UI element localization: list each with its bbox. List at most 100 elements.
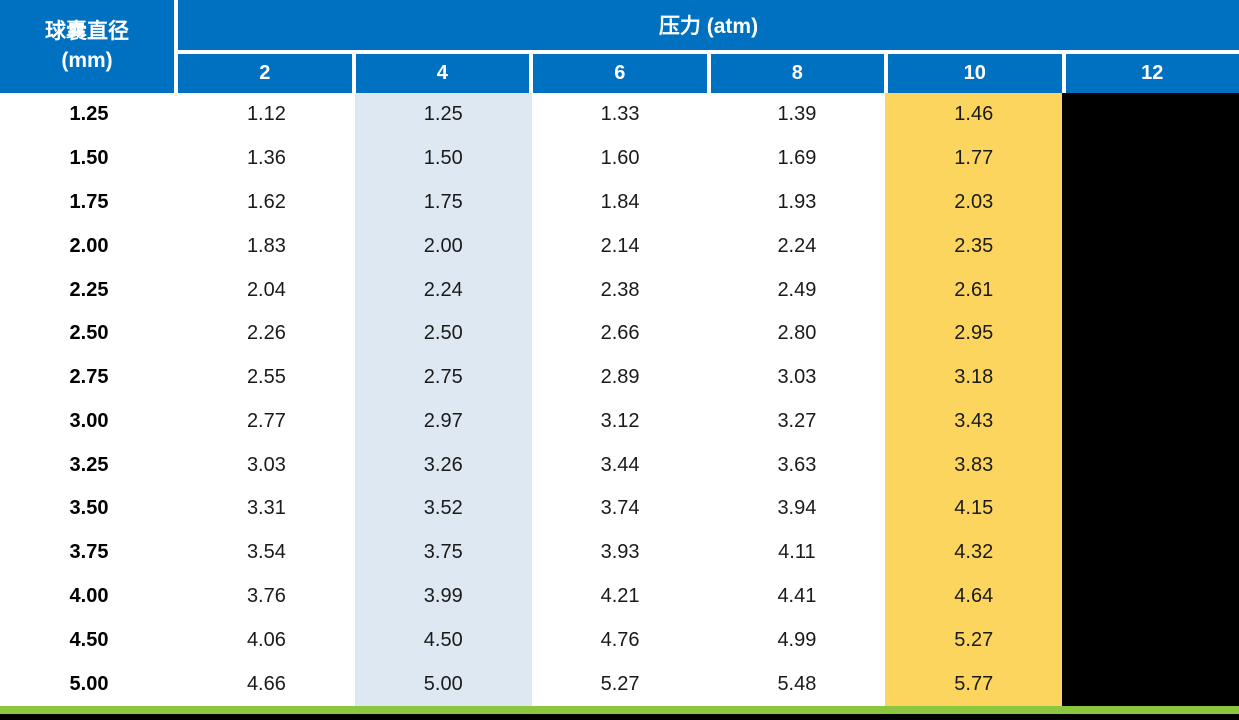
data-cell: 3.99 (354, 574, 532, 619)
data-cell: 3.31 (178, 487, 355, 531)
data-cell: 1.84 (531, 180, 709, 225)
redacted-cell (1062, 530, 1239, 575)
redacted-cell (1062, 180, 1239, 225)
data-cell: 2.35 (885, 224, 1063, 269)
data-cell: 4.76 (531, 618, 709, 663)
redacted-cell (1062, 487, 1239, 531)
data-cell: 3.18 (885, 355, 1063, 400)
pressure-col-header-8: 8 (710, 54, 884, 93)
data-cell: 3.44 (531, 443, 709, 488)
data-cell: 1.83 (178, 224, 355, 269)
data-cell: 3.54 (178, 530, 355, 575)
data-cell: 2.00 (354, 224, 532, 269)
data-cell: 2.04 (178, 268, 355, 312)
row-header-cell: 1.75 (0, 180, 178, 225)
table-row: 2.25 2.04 2.24 2.38 2.49 2.61 (0, 268, 1239, 312)
row-header-cell: 5.00 (0, 662, 178, 706)
data-cell: 4.50 (354, 618, 532, 663)
data-cell: 2.66 (531, 311, 709, 356)
data-cell: 1.50 (354, 136, 532, 181)
data-cell: 1.69 (708, 136, 886, 181)
data-cell: 2.26 (178, 311, 355, 356)
table-row: 3.00 2.77 2.97 3.12 3.27 3.43 (0, 399, 1239, 444)
data-cell: 3.74 (531, 487, 709, 531)
redacted-cell (1062, 311, 1239, 356)
table-row: 3.75 3.54 3.75 3.93 4.11 4.32 (0, 530, 1239, 575)
row-header-cell: 2.75 (0, 355, 178, 400)
table-row: 2.50 2.26 2.50 2.66 2.80 2.95 (0, 311, 1239, 356)
data-cell: 4.99 (708, 618, 886, 663)
pressure-col-header-10: 10 (888, 54, 1062, 93)
redacted-cell (1062, 93, 1239, 137)
row-header-cell: 4.50 (0, 618, 178, 663)
pressure-col-header-6: 6 (533, 54, 707, 93)
data-cell: 1.93 (708, 180, 886, 225)
data-cell: 2.89 (531, 355, 709, 400)
table-row: 5.00 4.66 5.00 5.27 5.48 5.77 (0, 662, 1239, 706)
data-cell: 4.21 (531, 574, 709, 619)
redacted-cell (1062, 399, 1239, 444)
pressure-header-cell: 压力 (atm) (178, 0, 1239, 50)
row-header-cell: 3.75 (0, 530, 178, 575)
data-cell: 3.63 (708, 443, 886, 488)
data-cell: 2.14 (531, 224, 709, 269)
data-cell: 5.77 (885, 662, 1063, 706)
row-header-cell: 4.00 (0, 574, 178, 619)
data-cell: 1.62 (178, 180, 355, 225)
data-cell: 2.03 (885, 180, 1063, 225)
pressure-col-header-2: 2 (178, 54, 352, 93)
data-cell: 1.12 (178, 93, 355, 137)
row-header-cell: 3.25 (0, 443, 178, 488)
table-row: 1.50 1.36 1.50 1.60 1.69 1.77 (0, 136, 1239, 181)
table-row: 2.75 2.55 2.75 2.89 3.03 3.18 (0, 355, 1239, 400)
data-cell: 5.27 (885, 618, 1063, 663)
data-cell: 2.55 (178, 355, 355, 400)
data-cell: 1.36 (178, 136, 355, 181)
table-header: 球囊直径 (mm) 压力 (atm) 2 4 6 8 10 12 (0, 0, 1239, 93)
data-cell: 4.15 (885, 487, 1063, 531)
table-row: 4.00 3.76 3.99 4.21 4.41 4.64 (0, 574, 1239, 619)
diameter-header-line2: (mm) (61, 48, 113, 72)
row-header-cell: 1.50 (0, 136, 178, 181)
row-header-cell: 3.00 (0, 399, 178, 444)
data-cell: 4.32 (885, 530, 1063, 575)
data-cell: 2.95 (885, 311, 1063, 356)
pressure-col-header-12: 12 (1065, 54, 1239, 93)
data-cell: 4.06 (178, 618, 355, 663)
data-cell: 3.83 (885, 443, 1063, 488)
data-cell: 1.39 (708, 93, 886, 137)
data-cell: 3.75 (354, 530, 532, 575)
data-cell: 4.66 (178, 662, 355, 706)
data-cell: 4.11 (708, 530, 886, 575)
row-header-cell: 2.00 (0, 224, 178, 269)
data-cell: 3.03 (708, 355, 886, 400)
data-cell: 1.60 (531, 136, 709, 181)
data-cell: 2.61 (885, 268, 1063, 312)
data-cell: 2.97 (354, 399, 532, 444)
row-header-cell: 2.25 (0, 268, 178, 312)
table-row: 1.75 1.62 1.75 1.84 1.93 2.03 (0, 180, 1239, 225)
table-body: 1.25 1.12 1.25 1.33 1.39 1.46 1.50 1.36 1.50 1.60… (0, 93, 1239, 706)
data-cell: 4.64 (885, 574, 1063, 619)
table-row: 1.25 1.12 1.25 1.33 1.39 1.46 (0, 93, 1239, 137)
table-row: 2.00 1.83 2.00 2.14 2.24 2.35 (0, 224, 1239, 269)
data-cell: 3.27 (708, 399, 886, 444)
data-cell: 2.75 (354, 355, 532, 400)
table-row: 4.50 4.06 4.50 4.76 4.99 5.27 (0, 618, 1239, 663)
data-cell: 3.26 (354, 443, 532, 488)
row-header-cell: 2.50 (0, 311, 178, 356)
data-cell: 3.52 (354, 487, 532, 531)
diameter-header-line1: 球囊直径 (45, 20, 129, 44)
bottom-black-strip (0, 714, 1239, 720)
data-cell: 1.75 (354, 180, 532, 225)
data-cell: 3.12 (531, 399, 709, 444)
data-cell: 3.76 (178, 574, 355, 619)
data-cell: 5.00 (354, 662, 532, 706)
row-header-cell: 3.50 (0, 487, 178, 531)
data-cell: 2.49 (708, 268, 886, 312)
data-cell: 3.93 (531, 530, 709, 575)
data-cell: 2.77 (178, 399, 355, 444)
data-cell: 5.48 (708, 662, 886, 706)
data-cell: 2.38 (531, 268, 709, 312)
